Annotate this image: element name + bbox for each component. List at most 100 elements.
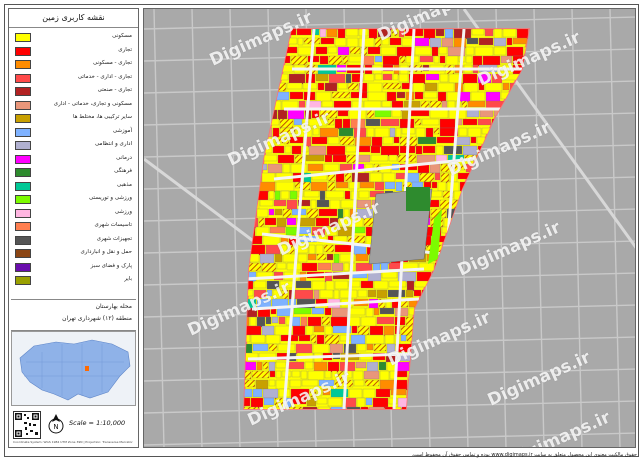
parcel <box>493 46 507 56</box>
legend-item: حمل و نقل و انبارداری <box>11 247 136 258</box>
legend-item: تجاری <box>11 45 136 56</box>
parcel <box>452 289 472 298</box>
parcel <box>306 208 319 220</box>
parcel <box>309 388 317 398</box>
parcel <box>337 29 346 40</box>
parcel <box>410 109 430 117</box>
legend-item: ورزشی <box>11 207 136 218</box>
parcel <box>465 388 481 398</box>
parcel <box>413 370 426 382</box>
parcel <box>274 190 281 201</box>
parcel <box>532 182 547 188</box>
parcel <box>346 37 359 48</box>
parcel <box>244 190 252 202</box>
legend-title: نقشه کاربری زمین <box>9 9 138 28</box>
parcel <box>379 370 390 382</box>
bottom-box: N Scale = 1:10,000 Coordinate System: WG… <box>11 409 136 445</box>
parcel <box>476 343 491 351</box>
parcel <box>515 181 529 190</box>
parcel <box>285 37 298 45</box>
legend-item: تجاری - صنعتی <box>11 85 136 96</box>
parcel <box>418 262 435 272</box>
scale-label: Scale = 1:10,000 <box>69 419 126 427</box>
parcel <box>319 29 327 38</box>
parcel <box>311 280 326 291</box>
parcel <box>413 379 426 387</box>
parcel <box>335 181 349 189</box>
legend-swatch <box>15 60 31 69</box>
parcel <box>269 226 286 234</box>
parcel <box>424 82 438 92</box>
parcel <box>286 217 297 226</box>
parcel <box>374 73 383 81</box>
parcel <box>484 29 494 37</box>
parcel <box>271 91 290 101</box>
parcel <box>398 29 405 38</box>
parcel <box>409 361 418 371</box>
legend-swatch <box>15 100 31 110</box>
parcel <box>289 136 304 144</box>
neighborhood-name: محله بهارستان <box>95 303 132 310</box>
parcel <box>273 199 287 207</box>
parcel <box>345 29 359 37</box>
legend-swatch <box>15 87 31 96</box>
parcel <box>264 217 277 226</box>
parcel <box>343 370 353 379</box>
parcel <box>451 352 467 363</box>
parcel <box>316 334 325 345</box>
parcel <box>300 370 308 380</box>
parcel <box>277 109 288 121</box>
parcel <box>316 253 327 261</box>
parcel <box>398 73 409 83</box>
parcel <box>307 55 320 63</box>
parcel <box>406 280 415 292</box>
parcel <box>520 397 529 407</box>
parcel <box>356 343 367 352</box>
legend-item: تجاری - اداری - خدماتی <box>11 72 136 83</box>
parcel <box>382 55 400 66</box>
parcel <box>531 173 538 182</box>
parcel <box>324 325 333 336</box>
parcel <box>395 181 403 193</box>
parcel <box>251 190 269 201</box>
parcel <box>470 298 478 309</box>
parcel <box>356 397 366 409</box>
legend-label: تجهیزات شهری <box>96 235 132 242</box>
parcel <box>433 55 440 64</box>
legend-swatch <box>15 235 31 245</box>
parcel <box>477 73 492 84</box>
parcel <box>256 91 272 101</box>
parcel <box>345 145 357 153</box>
parcel <box>472 172 480 181</box>
parcel <box>244 370 252 380</box>
parcel <box>380 46 397 56</box>
parcel <box>512 37 528 45</box>
parcel <box>389 127 396 138</box>
parcel <box>467 127 482 138</box>
parcel <box>457 343 466 354</box>
parcel <box>297 37 304 46</box>
parcel <box>342 118 351 130</box>
parcel <box>500 55 513 64</box>
inset-map <box>11 331 136 406</box>
inset-map-svg <box>12 332 135 405</box>
map-canvas <box>144 9 635 447</box>
parcel <box>437 91 447 103</box>
parcel <box>363 73 375 82</box>
parcel <box>329 343 344 355</box>
parcel <box>277 154 295 164</box>
parcel <box>301 262 318 272</box>
legend-item: تجهیزات شهری <box>11 234 136 245</box>
parcel <box>447 406 462 409</box>
parcel <box>400 334 407 342</box>
parcel <box>465 46 475 56</box>
parcel <box>395 379 408 391</box>
parcel <box>244 406 259 409</box>
parcel <box>446 91 459 102</box>
parcel <box>510 352 528 361</box>
parcel <box>324 334 340 346</box>
parcel <box>272 145 285 154</box>
parcel <box>508 217 525 225</box>
parcel <box>422 406 442 409</box>
street <box>251 297 420 311</box>
